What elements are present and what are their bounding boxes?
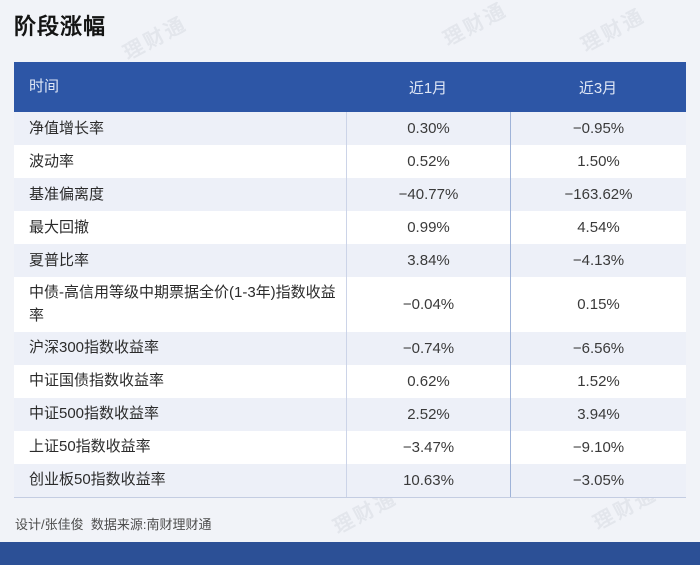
value-3month: −6.56%	[510, 331, 686, 365]
table-row: 中债-高信用等级中期票据全价(1-3年)指数收益率 −0.04% 0.15%	[14, 277, 686, 332]
value-3month: 0.15%	[510, 277, 686, 332]
table-row: 创业板50指数收益率 10.63% −3.05%	[14, 463, 686, 497]
value-3month: 3.94%	[510, 397, 686, 431]
table-row: 最大回撤 0.99% 4.54%	[14, 211, 686, 244]
value-1month: 2.52%	[346, 397, 510, 431]
row-label: 最大回撤	[29, 218, 90, 236]
value-3month: −163.62%	[510, 178, 686, 211]
value-1month: 0.52%	[346, 145, 510, 178]
bottom-bar	[0, 542, 700, 565]
value-3month: −0.95%	[510, 112, 686, 145]
row-label: 净值增长率	[29, 119, 105, 137]
table-row: 净值增长率 0.30% −0.95%	[14, 112, 686, 145]
page-title: 阶段涨幅	[14, 14, 107, 39]
watermark: 理财通	[440, 0, 512, 51]
watermark: 理财通	[120, 12, 192, 65]
row-label: 夏普比率	[29, 251, 90, 269]
row-label: 创业板50指数收益率	[29, 471, 166, 489]
value-1month: −3.47%	[346, 430, 510, 464]
table-row: 中证500指数收益率 2.52% 3.94%	[14, 397, 686, 431]
row-label: 上证50指数收益率	[29, 438, 151, 456]
value-3month: 1.52%	[510, 364, 686, 398]
period-returns-table: 时间 近1月 近3月 净值增长率 0.30% −0.95% 波动率 0.52% …	[14, 62, 686, 498]
row-label: 基准偏离度	[29, 185, 105, 203]
row-label: 波动率	[29, 152, 75, 170]
value-1month: 3.84%	[346, 244, 510, 277]
value-3month: −9.10%	[510, 430, 686, 464]
table-row: 沪深300指数收益率 −0.74% −6.56%	[14, 331, 686, 365]
table-row: 波动率 0.52% 1.50%	[14, 145, 686, 178]
value-1month: 0.30%	[346, 112, 510, 145]
value-1month: 0.62%	[346, 364, 510, 398]
value-3month: 1.50%	[510, 145, 686, 178]
value-3month: −3.05%	[510, 463, 686, 497]
table-header-row: 时间 近1月 近3月	[14, 62, 686, 112]
credit-line: 设计/张佳俊 数据来源:南财理财通	[15, 517, 212, 532]
table-row: 中证国债指数收益率 0.62% 1.52%	[14, 364, 686, 398]
row-label: 沪深300指数收益率	[29, 339, 160, 357]
row-label: 中证500指数收益率	[29, 405, 160, 423]
column-header-time: 时间	[29, 78, 60, 96]
value-1month: 10.63%	[346, 463, 510, 497]
row-label: 中债-高信用等级中期票据全价(1-3年)指数收益率	[29, 284, 336, 325]
value-1month: −40.77%	[346, 178, 510, 211]
table-body: 净值增长率 0.30% −0.95% 波动率 0.52% 1.50% 基准偏离度…	[14, 112, 686, 498]
watermark: 理财通	[578, 4, 650, 57]
value-1month: −0.74%	[346, 331, 510, 365]
row-label: 中证国债指数收益率	[29, 372, 165, 390]
table-row: 上证50指数收益率 −3.47% −9.10%	[14, 430, 686, 464]
column-header-1month: 近1月	[408, 79, 448, 97]
value-3month: −4.13%	[510, 244, 686, 277]
column-header-3month: 近3月	[578, 79, 618, 97]
value-3month: 4.54%	[510, 211, 686, 244]
value-1month: 0.99%	[346, 211, 510, 244]
table-row: 基准偏离度 −40.77% −163.62%	[14, 178, 686, 211]
value-1month: −0.04%	[346, 277, 510, 332]
table-row: 夏普比率 3.84% −4.13%	[14, 244, 686, 277]
